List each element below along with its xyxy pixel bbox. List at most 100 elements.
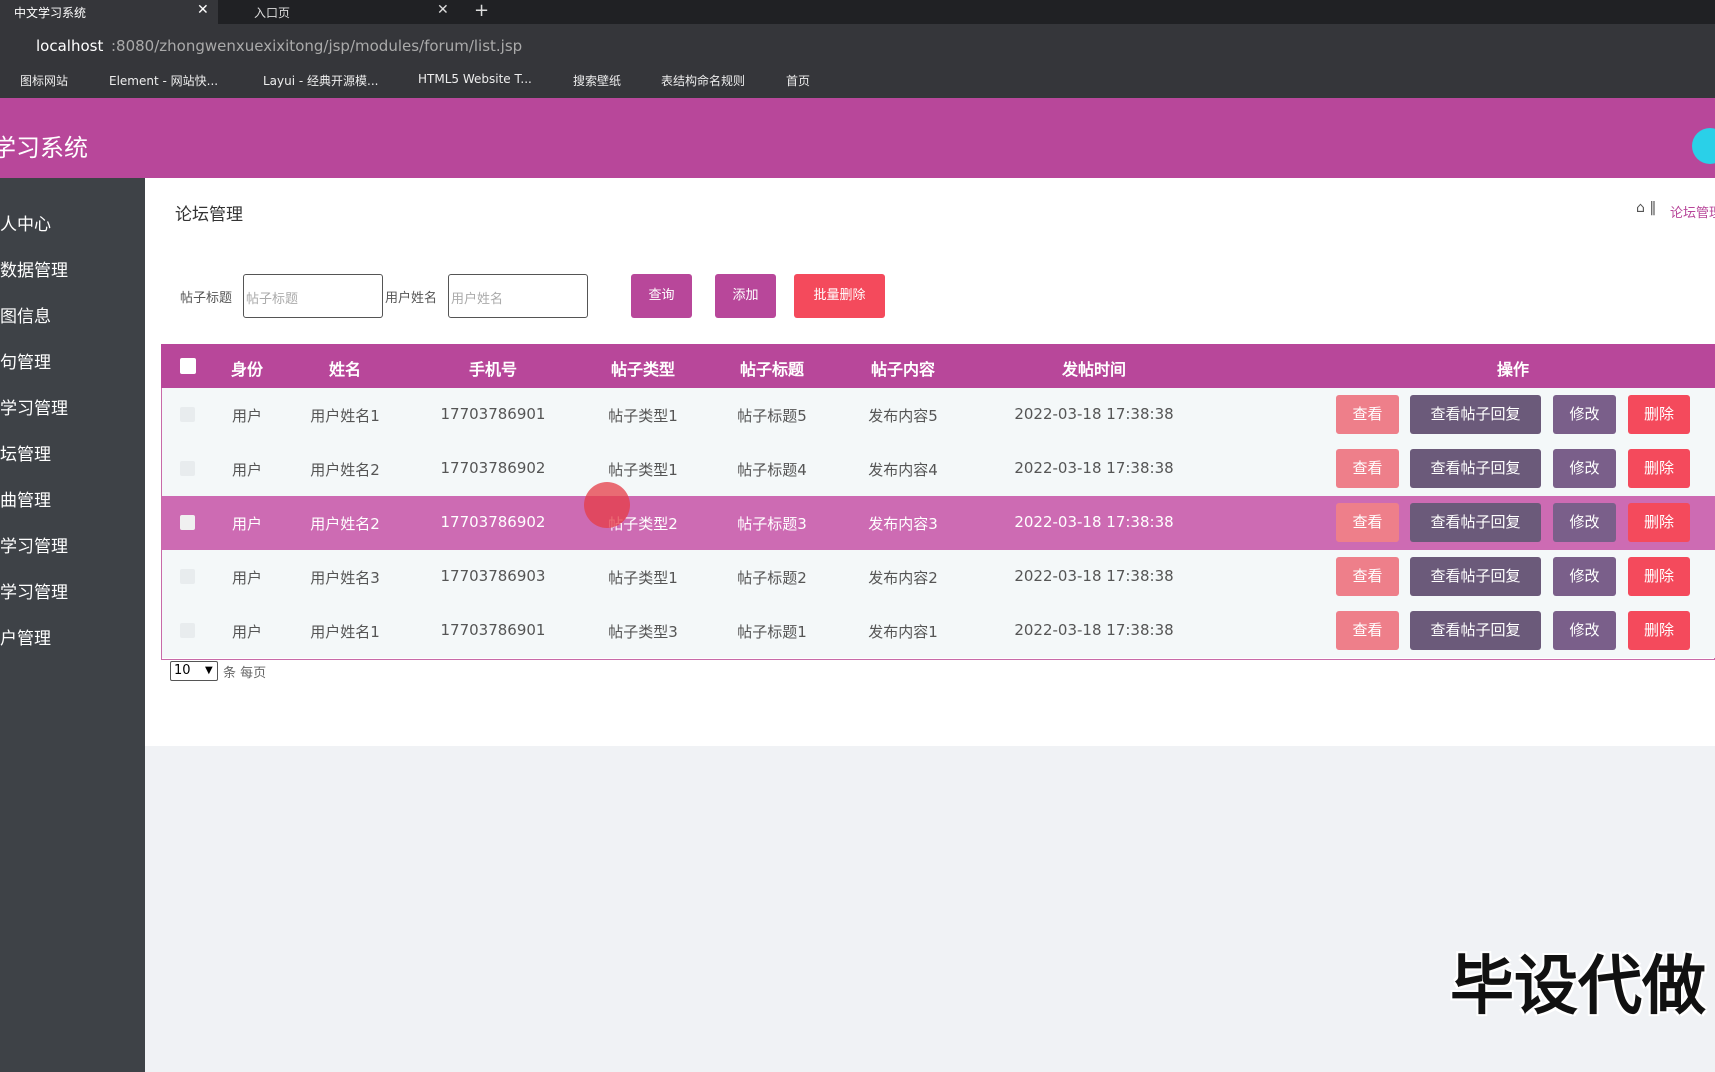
action-button[interactable]: 删除 bbox=[1628, 557, 1690, 596]
action-button[interactable]: 查看 bbox=[1336, 449, 1399, 488]
sidebar-item[interactable]: 曲管理 bbox=[0, 491, 51, 511]
table-cell: 帖子标题1 bbox=[737, 623, 807, 641]
bookmark[interactable]: 图标网站 bbox=[20, 74, 69, 88]
bookmark-bar bbox=[0, 60, 1715, 98]
sidebar-item[interactable]: 图信息 bbox=[0, 307, 51, 327]
action-button[interactable]: 查看帖子回复 bbox=[1410, 449, 1541, 488]
select-arrow: ▼ bbox=[205, 665, 213, 676]
table-header-cell: 发帖时间 bbox=[1061, 360, 1126, 379]
row-checkbox[interactable] bbox=[180, 623, 195, 638]
table-cell: 帖子类型1 bbox=[608, 407, 678, 425]
action-button[interactable]: 修改 bbox=[1553, 503, 1616, 542]
sidebar-item[interactable]: 数据管理 bbox=[0, 261, 68, 281]
row-checkbox[interactable] bbox=[180, 407, 195, 422]
sidebar-item[interactable]: 学习管理 bbox=[0, 399, 68, 419]
action-button[interactable]: 查看 bbox=[1336, 395, 1399, 434]
search-label: 用户姓名 bbox=[385, 291, 438, 306]
action-button[interactable]: 查看帖子回复 bbox=[1410, 611, 1541, 650]
table-cell: 帖子标题2 bbox=[737, 569, 807, 587]
pagination-text: 条 每页 bbox=[223, 666, 267, 681]
table-cell: 用户 bbox=[231, 461, 262, 479]
url-host[interactable]: localhost bbox=[36, 37, 104, 55]
url-path[interactable]: :8080/zhongwenxuexixitong/jsp/modules/fo… bbox=[111, 37, 523, 55]
cursor-highlight bbox=[584, 482, 630, 528]
table-cell: 2022-03-18 17:38:38 bbox=[1014, 621, 1174, 639]
sidebar-item[interactable]: 坛管理 bbox=[0, 445, 51, 465]
header-title: 学习系统 bbox=[0, 134, 88, 162]
table-cell: 发布内容1 bbox=[868, 623, 938, 641]
row-checkbox[interactable] bbox=[180, 569, 195, 584]
search-input[interactable]: 帖子标题 bbox=[243, 274, 383, 318]
tab-close[interactable]: ✕ bbox=[437, 2, 449, 18]
action-button[interactable]: 修改 bbox=[1553, 395, 1616, 434]
action-button[interactable]: 修改 bbox=[1553, 557, 1616, 596]
checkbox[interactable] bbox=[180, 358, 196, 374]
bookmark[interactable]: 表结构命名规则 bbox=[661, 74, 746, 88]
action-button[interactable]: 查看 bbox=[1336, 503, 1399, 542]
table-cell: 用户 bbox=[231, 515, 262, 533]
action-button[interactable]: 删除 bbox=[1628, 611, 1690, 650]
table-cell: 发布内容2 bbox=[868, 569, 938, 587]
table-cell: 发布内容3 bbox=[868, 515, 938, 533]
row-checkbox[interactable] bbox=[180, 461, 195, 476]
table-cell: 2022-03-18 17:38:38 bbox=[1014, 513, 1174, 531]
table-header-cell: 操作 bbox=[1496, 360, 1529, 379]
action-button[interactable]: 删除 bbox=[1628, 449, 1690, 488]
search-label: 帖子标题 bbox=[180, 291, 233, 306]
bookmark[interactable]: 首页 bbox=[786, 74, 811, 88]
tab bbox=[0, 0, 218, 24]
sidebar-item[interactable]: 句管理 bbox=[0, 353, 51, 373]
row-checkbox[interactable] bbox=[180, 515, 195, 530]
sidebar-item[interactable]: 人中心 bbox=[0, 215, 51, 235]
search-button[interactable]: 查询 bbox=[631, 274, 692, 318]
page-size-select[interactable]: 10 ▼ bbox=[170, 661, 218, 681]
action-button[interactable]: 删除 bbox=[1628, 503, 1690, 542]
sidebar-item[interactable]: 户管理 bbox=[0, 629, 51, 649]
action-button[interactable]: 查看 bbox=[1336, 557, 1399, 596]
action-button[interactable]: 查看 bbox=[1336, 611, 1399, 650]
table-cell: 帖子类型2 bbox=[608, 515, 678, 533]
search-button[interactable]: 添加 bbox=[715, 274, 776, 318]
action-button[interactable]: 查看帖子回复 bbox=[1410, 503, 1541, 542]
table-cell: 用户 bbox=[231, 407, 262, 425]
action-button[interactable]: 查看帖子回复 bbox=[1410, 557, 1541, 596]
table-header bbox=[161, 344, 1715, 388]
table-cell: 发布内容5 bbox=[868, 407, 938, 425]
action-button[interactable]: 修改 bbox=[1553, 611, 1616, 650]
address-bar bbox=[0, 24, 1715, 60]
breadcrumb: 论坛管理 bbox=[1670, 206, 1715, 221]
sidebar bbox=[0, 178, 145, 1072]
sidebar-item[interactable]: 学习管理 bbox=[0, 583, 68, 603]
table-header-cell: 帖子内容 bbox=[870, 360, 935, 379]
action-button[interactable]: 修改 bbox=[1553, 449, 1616, 488]
bookmark[interactable]: 搜索壁纸 bbox=[573, 74, 622, 88]
table-cell: 用户 bbox=[231, 569, 262, 587]
sidebar-item[interactable]: 学习管理 bbox=[0, 537, 68, 557]
search-input[interactable]: 用户姓名 bbox=[448, 274, 588, 318]
search-button[interactable]: 批量删除 bbox=[794, 274, 885, 318]
table-cell: 用户姓名1 bbox=[310, 623, 380, 641]
table-header-cell: 身份 bbox=[230, 360, 263, 379]
table-cell: 17703786901 bbox=[440, 405, 546, 423]
table-cell: 2022-03-18 17:38:38 bbox=[1014, 459, 1174, 477]
action-button[interactable]: 删除 bbox=[1628, 395, 1690, 434]
bookmark[interactable]: Layui - 经典开源模... bbox=[263, 74, 379, 88]
tab-title: 入口页 bbox=[254, 6, 291, 20]
tab-bar bbox=[0, 0, 1715, 24]
bookmark[interactable]: HTML5 Website T... bbox=[418, 72, 532, 86]
table-cell: 17703786902 bbox=[440, 459, 546, 477]
table-cell: 帖子标题4 bbox=[737, 461, 807, 479]
tab-close[interactable]: ✕ bbox=[197, 2, 209, 18]
table-cell: 帖子类型1 bbox=[608, 461, 678, 479]
new-tab[interactable]: + bbox=[474, 0, 490, 21]
table-cell: 用户姓名2 bbox=[310, 515, 380, 533]
bookmark[interactable]: Element - 网站快... bbox=[109, 74, 219, 88]
header bbox=[0, 98, 1715, 178]
action-button[interactable]: 查看帖子回复 bbox=[1410, 395, 1541, 434]
table-cell: 17703786903 bbox=[440, 567, 546, 585]
search-placeholder: 用户姓名 bbox=[451, 292, 504, 307]
table-header-cell: 帖子类型 bbox=[610, 360, 675, 379]
table-cell: 用户姓名2 bbox=[310, 461, 380, 479]
watermark: 毕设代做 bbox=[1450, 950, 1706, 1024]
